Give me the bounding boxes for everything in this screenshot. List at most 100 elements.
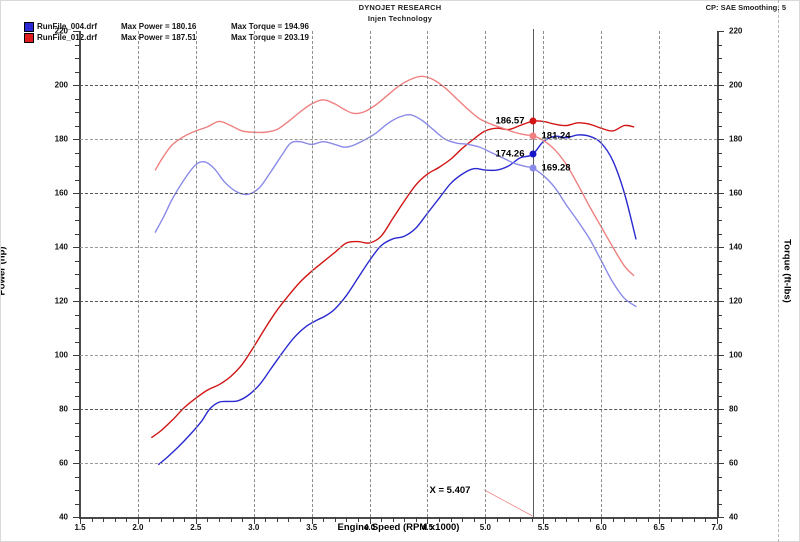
- plot-area: 1.5 2.0 2.5 3.0 3.5 4.0 4.5 5.0 5.5 6.0 6.5 7.0 40 40…: [55, 27, 743, 533]
- x-axis-title: Engine Speed (RPM x1000): [337, 522, 460, 533]
- y-tick-label-left: 40: [59, 512, 68, 522]
- legend-file-name: RunFile_004.drf: [37, 22, 98, 31]
- y-tick-label-right: 180: [729, 134, 743, 144]
- y-tick-right: [717, 85, 724, 86]
- y-minor-tick-right: [717, 436, 722, 437]
- y-axis-left-title: Power (hp): [0, 246, 8, 296]
- y-minor-tick-left: [75, 490, 80, 491]
- y-tick-left: [73, 193, 80, 194]
- y-tick-label-left: 220: [54, 26, 68, 36]
- y-tick-label-right: 200: [729, 80, 743, 90]
- marker-power-blue[interactable]: [529, 150, 536, 158]
- marker-power-red[interactable]: [529, 117, 536, 125]
- x-tick-label: 3.0: [248, 523, 260, 532]
- x-minor-tick: [218, 517, 220, 522]
- marker-torque-blue[interactable]: [529, 164, 536, 172]
- y-minor-tick-right: [717, 287, 722, 289]
- y-minor-tick-left: [75, 436, 80, 437]
- x-minor-tick: [473, 517, 475, 522]
- y-minor-tick-right: [717, 44, 722, 46]
- x-tick: [137, 517, 139, 524]
- x-tick-label: 4.0: [363, 523, 376, 532]
- y-tick-left: [73, 301, 80, 302]
- y-minor-tick-right: [717, 490, 722, 491]
- y-minor-tick-right: [717, 220, 722, 221]
- y-minor-tick-right: [717, 206, 722, 208]
- y-tick-label-left: 180: [54, 134, 68, 144]
- y-minor-tick-left: [75, 179, 80, 181]
- x-tick-label: 6.0: [595, 523, 607, 532]
- x-minor-tick: [114, 517, 116, 522]
- x-minor-tick: [508, 517, 510, 522]
- x-gridline: [543, 31, 545, 517]
- y-minor-tick-left: [75, 449, 80, 451]
- y-minor-tick-left: [75, 71, 80, 73]
- value-label-power-blue: 174.26: [495, 148, 525, 160]
- page-edge-dash: [778, 0, 779, 542]
- x-minor-tick: [705, 517, 707, 522]
- legend-swatch-red-icon: [24, 32, 34, 43]
- x-minor-tick: [207, 517, 209, 522]
- curve-layer: [151, 75, 637, 517]
- company-subtitle: Injen Technology: [367, 14, 433, 23]
- y-minor-tick-left: [75, 328, 80, 329]
- curve-runfile-004-drf-power: [158, 134, 637, 466]
- x-minor-tick: [670, 517, 672, 522]
- x-gridline: [253, 31, 255, 517]
- y-minor-tick-left: [75, 112, 80, 113]
- y-minor-tick-right: [717, 274, 722, 275]
- y-tick-left: [73, 247, 80, 248]
- x-minor-tick: [589, 517, 591, 522]
- y-minor-tick-left: [75, 44, 80, 46]
- legend-max-power: Max Power = 187.51: [121, 33, 197, 42]
- y-minor-tick-right: [717, 368, 722, 370]
- x-minor-tick: [161, 517, 163, 522]
- y-gridline: [80, 409, 717, 410]
- y-minor-tick-right: [717, 341, 722, 343]
- marker-torque-red[interactable]: [529, 132, 536, 140]
- y-tick-label-right: 220: [729, 26, 743, 36]
- y-gridline: [80, 301, 717, 302]
- x-tick: [311, 517, 313, 524]
- x-minor-tick: [265, 517, 267, 522]
- x-minor-tick: [462, 517, 464, 522]
- x-tick-label: 1.5: [74, 523, 86, 532]
- x-tick: [717, 517, 718, 524]
- x-minor-tick: [242, 517, 244, 522]
- x-minor-tick: [415, 517, 417, 522]
- x-gridline: [601, 31, 603, 517]
- y-minor-tick-left: [75, 152, 80, 154]
- x-gridline: [427, 31, 429, 517]
- x-gridline: [195, 31, 197, 517]
- cursor-line[interactable]: [532, 29, 534, 517]
- y-tick-label-right: 40: [729, 512, 738, 522]
- x-minor-tick: [230, 517, 232, 522]
- x-tick: [195, 517, 197, 524]
- y-tick-left: [73, 85, 80, 86]
- y-gridline: [80, 355, 717, 356]
- y-tick-label-right: 120: [729, 296, 743, 306]
- x-tick: [427, 517, 429, 524]
- y-minor-tick-left: [75, 274, 80, 275]
- x-tick: [659, 517, 661, 524]
- curve-runfile-012-drf-power: [151, 120, 635, 439]
- x-minor-tick: [450, 517, 452, 522]
- y-minor-tick-left: [75, 476, 80, 478]
- y-minor-tick-left: [75, 395, 80, 397]
- y-tick-right: [717, 463, 724, 464]
- x-minor-tick: [578, 517, 580, 522]
- y-minor-tick-right: [717, 382, 722, 383]
- y-tick-right: [717, 193, 724, 194]
- x-tick: [485, 517, 487, 524]
- y-minor-tick-left: [75, 314, 80, 316]
- y-tick-left: [73, 139, 80, 140]
- x-minor-tick: [392, 517, 394, 522]
- y-gridline: [80, 463, 717, 464]
- legend-swatch-blue-icon: [24, 21, 34, 32]
- y-tick-label-left: 200: [54, 80, 68, 90]
- value-label-torque-red: 181.24: [541, 130, 571, 142]
- x-tick-label: 2.5: [190, 523, 202, 532]
- y-tick-right: [717, 517, 724, 518]
- y-minor-tick-left: [75, 206, 80, 208]
- y-tick-left: [73, 463, 80, 464]
